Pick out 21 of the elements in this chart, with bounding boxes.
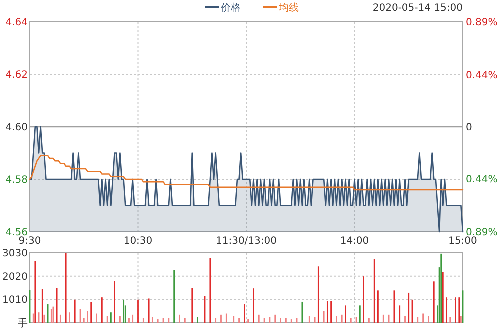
y-tick-label: 1010 <box>2 295 28 306</box>
y-tick-label: 2020 <box>2 272 28 283</box>
y-tick-label: 4.58 <box>6 175 28 186</box>
y2-tick-label: 0.89% <box>466 18 498 28</box>
y-tick-label: 4.62 <box>6 70 28 81</box>
y-tick-label: 手 <box>18 318 28 330</box>
x-tick-label: 14:00 <box>340 236 370 247</box>
y2-tick-label: 0.44% <box>466 174 498 186</box>
x-tick-label: 15:00 <box>448 236 478 247</box>
x-tick-label: 11:30/13:00 <box>216 236 278 247</box>
legend-label: 均线 <box>278 2 299 14</box>
y-tick-label: 3030 <box>2 248 28 260</box>
line-series <box>29 155 464 191</box>
x-tick-label: 10:30 <box>124 236 153 247</box>
y-tick-label: 4.60 <box>6 122 28 134</box>
y2-tick-label: 0.44% <box>466 70 498 82</box>
chart-subtitle: 2020-05-14 15:00 <box>372 3 463 14</box>
legend-label: 价格 <box>220 2 241 14</box>
x-tick-label: 9:30 <box>18 236 42 247</box>
y2-tick-label: 0 <box>466 122 472 134</box>
y-tick-label: 4.64 <box>6 18 28 28</box>
